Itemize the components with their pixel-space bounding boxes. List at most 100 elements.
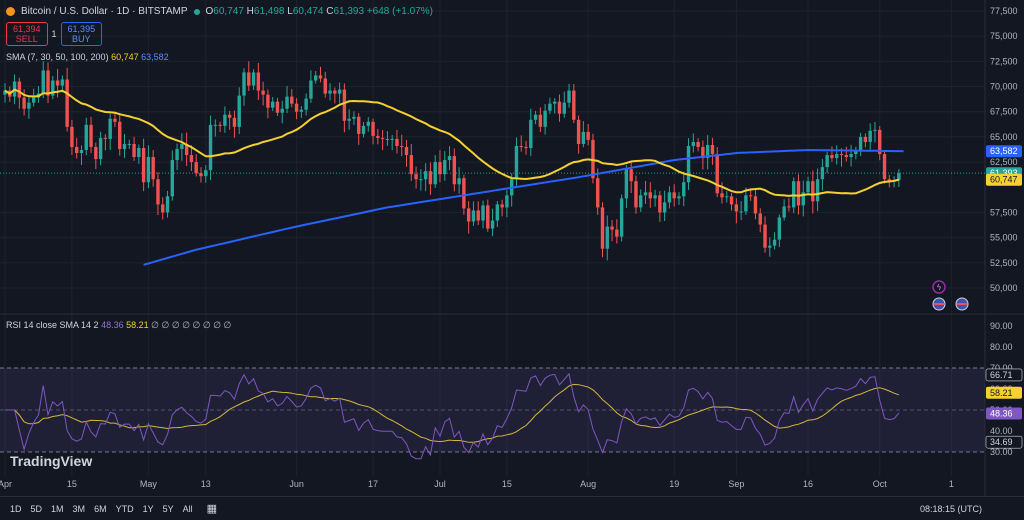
time-tick-label: 13 xyxy=(201,479,211,489)
candle-body xyxy=(792,181,796,208)
candle-body xyxy=(333,90,337,94)
price-tick-label: 70,000 xyxy=(990,82,1018,92)
candle-body xyxy=(710,144,715,155)
candle-body xyxy=(610,226,614,230)
time-tick-label: Jun xyxy=(289,479,304,489)
candle-body xyxy=(553,101,557,104)
rsi-tag xyxy=(985,368,1023,382)
candle-body xyxy=(720,193,724,198)
sell-button[interactable]: 61,394 SELL xyxy=(6,22,48,46)
candle-body xyxy=(486,205,490,229)
candle-body xyxy=(433,162,437,185)
candle-body xyxy=(686,145,691,183)
candle-body xyxy=(567,90,571,103)
time-tick-label: 15 xyxy=(502,479,512,489)
candle-body xyxy=(753,196,758,214)
candle-body xyxy=(452,156,457,185)
candle-body xyxy=(796,181,801,206)
candle-body xyxy=(897,173,901,181)
candle-body xyxy=(615,229,619,237)
time-tick-label: Sep xyxy=(728,479,744,489)
candle-body xyxy=(137,147,141,158)
candle-body xyxy=(600,207,605,249)
candle-body xyxy=(251,72,256,86)
buy-button[interactable]: 61,395 BUY xyxy=(60,22,103,46)
candle-body xyxy=(634,181,638,208)
candle-body xyxy=(318,75,323,79)
candle-body xyxy=(734,204,739,212)
candle-body xyxy=(787,206,791,208)
range-button-1d[interactable]: 1D xyxy=(10,503,22,514)
sma-slow-line xyxy=(143,148,904,266)
rsi-tag-label: 48.36 xyxy=(990,408,1013,418)
time-tick-label: 17 xyxy=(368,479,378,489)
candle-body xyxy=(27,102,31,109)
candle-body xyxy=(232,117,237,127)
candle-body xyxy=(247,72,251,86)
sma-fast-line xyxy=(4,88,900,197)
range-button-all[interactable]: All xyxy=(182,503,193,514)
candle-body xyxy=(380,137,385,139)
candle-body xyxy=(156,179,160,205)
rsi-legend[interactable]: RSI 14 close SMA 14 2 48.36 58.21 ∅ ∅ ∅ … xyxy=(6,320,232,330)
candle-body xyxy=(643,192,648,196)
calendar-icon[interactable]: ▦ xyxy=(206,503,218,515)
candle-body xyxy=(361,125,366,134)
candle-body xyxy=(314,75,318,81)
candle-body xyxy=(835,154,839,159)
candle-body xyxy=(347,118,351,121)
rsi-tick-label: 70.00 xyxy=(990,363,1013,373)
candle-body xyxy=(658,195,662,213)
candle-body xyxy=(524,146,528,148)
candle-body xyxy=(844,155,848,158)
candle-body xyxy=(285,96,289,109)
candle-body xyxy=(194,162,198,174)
symbol-title[interactable]: Bitcoin / U.S. Dollar · 1D · BITSTAMP xyxy=(21,6,188,17)
candle-body xyxy=(256,72,261,91)
time-tick-label: Oct xyxy=(873,479,888,489)
candle-body xyxy=(70,126,74,147)
candle-body xyxy=(46,70,50,96)
candle-body xyxy=(218,124,222,126)
candle-body xyxy=(208,124,213,171)
tradingview-logo[interactable]: TradingView xyxy=(10,453,93,469)
candle-body xyxy=(31,97,36,103)
candle-body xyxy=(400,145,404,147)
range-button-3m[interactable]: 3M xyxy=(72,503,86,514)
candle-body xyxy=(352,116,356,119)
candle-body xyxy=(337,89,342,94)
candle-body xyxy=(863,136,868,142)
sma-legend[interactable]: SMA (7, 30, 50, 100, 200) 60,747 63,582 xyxy=(6,52,169,62)
candle-body xyxy=(366,121,370,126)
candle-body xyxy=(227,114,232,118)
event-icons: ϟ xyxy=(932,280,969,311)
candle-body xyxy=(806,181,810,193)
range-button-5d[interactable]: 5D xyxy=(30,503,43,514)
range-button-5y[interactable]: 5Y xyxy=(162,503,174,514)
candle-body xyxy=(376,135,380,138)
candle-body xyxy=(562,102,566,114)
price-tag-label: 63,582 xyxy=(990,146,1018,156)
candle-body xyxy=(189,155,194,163)
candle-body xyxy=(113,118,117,122)
price-tick-label: 77,500 xyxy=(990,6,1018,16)
candle-body xyxy=(471,210,476,222)
candle-body xyxy=(165,196,170,213)
candle-body xyxy=(667,192,672,203)
candle-body xyxy=(691,141,696,146)
price-tick-label: 52,500 xyxy=(990,258,1018,268)
range-button-1m[interactable]: 1M xyxy=(51,503,64,514)
price-tag-label: 60,747 xyxy=(990,175,1018,185)
price-tick-label: 50,000 xyxy=(990,283,1018,293)
candle-body xyxy=(820,167,825,180)
candle-body xyxy=(89,124,93,147)
candle-body xyxy=(811,181,815,202)
range-button-1y[interactable]: 1Y xyxy=(142,503,154,514)
candle-body xyxy=(3,90,7,95)
rsi-tick-label: 90.00 xyxy=(990,321,1013,331)
rsi-tick-label: 30.00 xyxy=(990,447,1013,457)
price-tag xyxy=(986,145,1022,158)
range-button-6m[interactable]: 6M xyxy=(94,503,107,514)
range-button-ytd[interactable]: YTD xyxy=(115,503,134,514)
